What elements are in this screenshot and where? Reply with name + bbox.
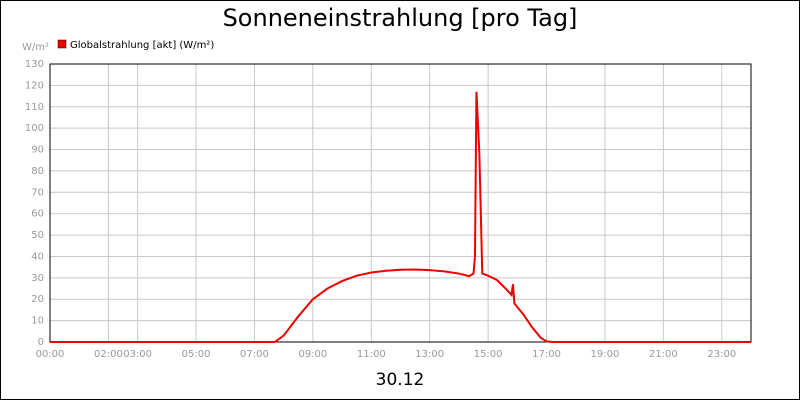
x-tick-label: 07:00 (240, 349, 269, 360)
y-tick-label: 130 (25, 59, 44, 70)
y-tick-label: 70 (31, 187, 44, 198)
x-tick-label: 13:00 (415, 349, 444, 360)
line (50, 91, 751, 343)
y-tick-label: 10 (31, 316, 44, 327)
x-tick-label: 17:00 (532, 349, 561, 360)
x-tick-label: 23:00 (707, 349, 736, 360)
x-tick-label: 05:00 (182, 349, 211, 360)
y-tick-label: 100 (25, 123, 44, 134)
y-tick-label: 60 (31, 209, 44, 220)
x-tick-label: 03:00 (123, 349, 152, 360)
y-tick-label: 20 (31, 294, 44, 305)
plot-area (49, 63, 752, 343)
x-tick-label: 00:00 (36, 349, 65, 360)
legend-swatch (57, 39, 67, 49)
legend-label: Globalstrahlung [akt] (W/m²) (70, 40, 214, 51)
y-tick-label: 40 (31, 251, 44, 262)
chart-title: Sonneneinstrahlung [pro Tag] (223, 4, 578, 32)
y-tick-label: 30 (31, 273, 44, 284)
y-unit: W/m² (22, 42, 49, 53)
y-tick-label: 50 (31, 230, 44, 241)
x-axis-label: 30.12 (376, 370, 425, 390)
x-tick-label: 15:00 (474, 349, 503, 360)
x-tick-label: 21:00 (649, 349, 678, 360)
y-tick-label: 0 (38, 337, 44, 348)
y-tick-label: 120 (25, 80, 44, 91)
x-tick-label: 19:00 (591, 349, 620, 360)
y-tick-label: 110 (25, 102, 44, 113)
y-tick-label: 90 (31, 145, 44, 156)
x-tick-label: 09:00 (298, 349, 327, 360)
x-tick-label: 02:00 (94, 349, 123, 360)
x-tick-label: 11:00 (357, 349, 386, 360)
y-tick-label: 80 (31, 166, 44, 177)
